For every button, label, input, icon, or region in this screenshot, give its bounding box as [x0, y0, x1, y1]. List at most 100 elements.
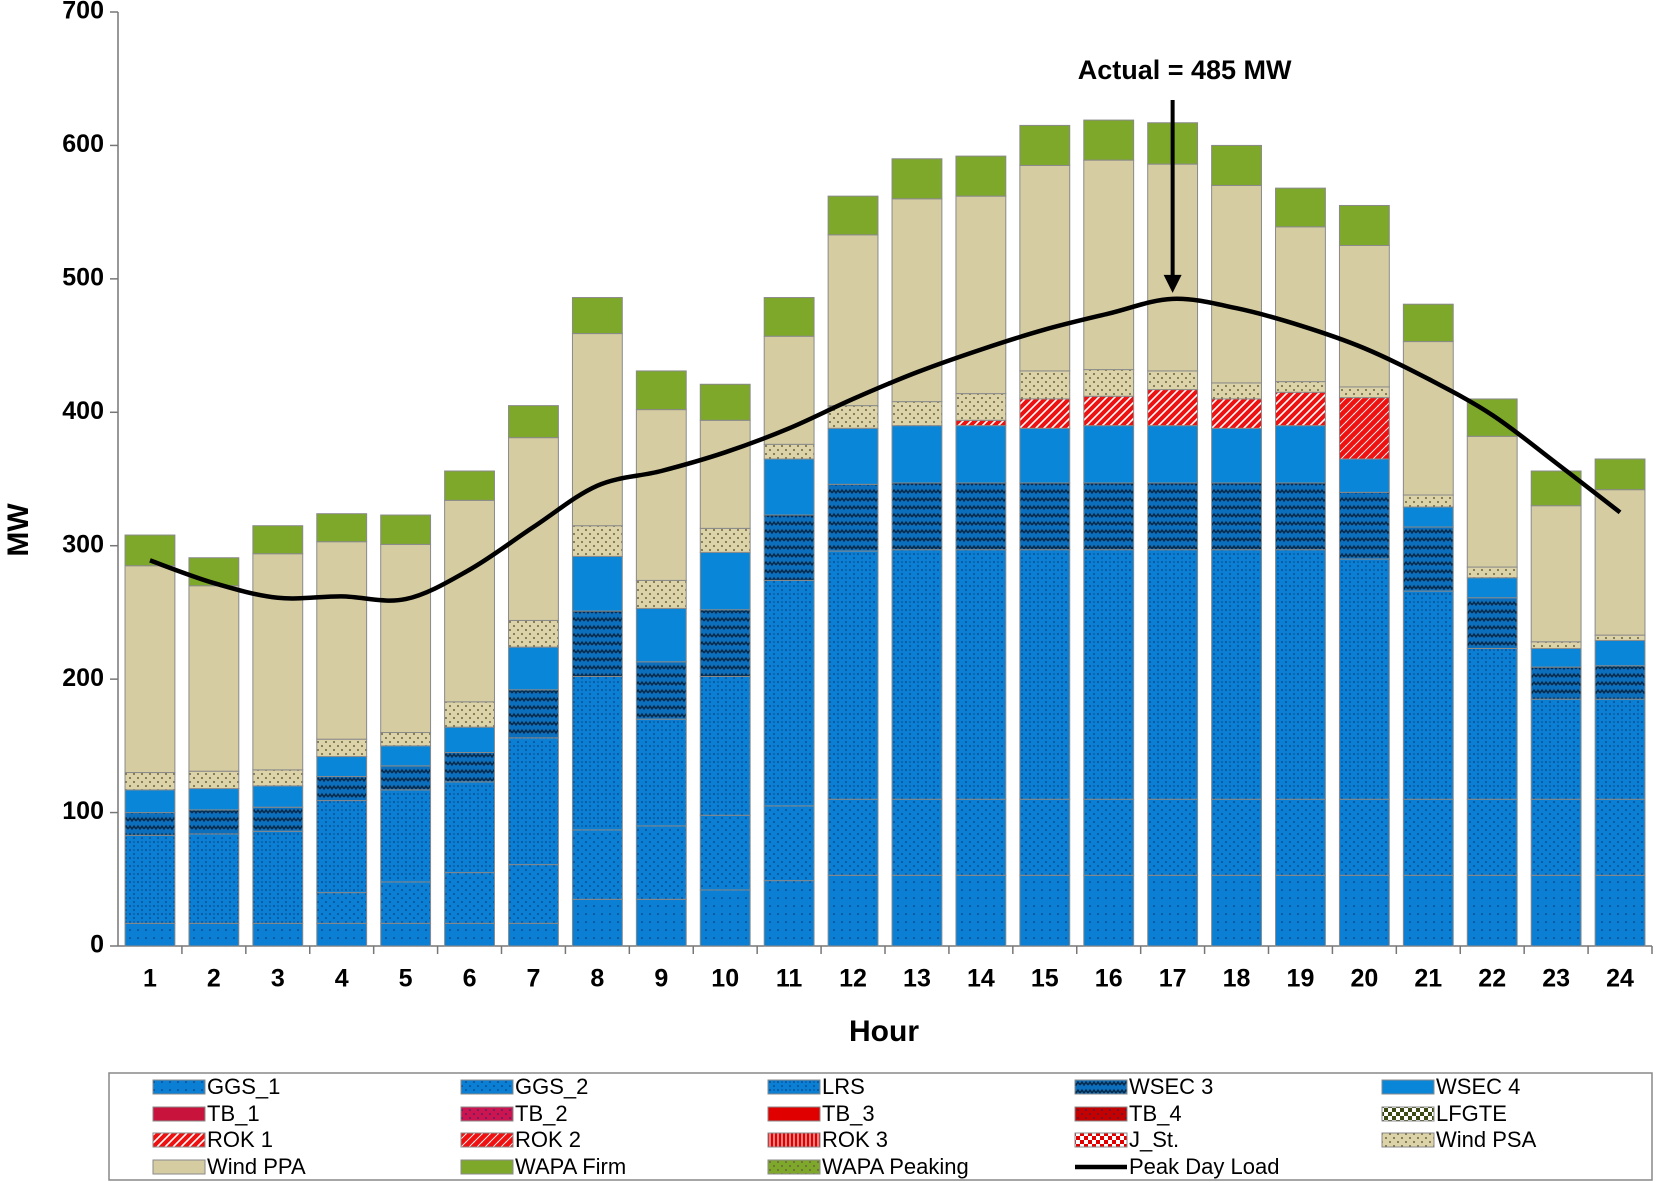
x-tick-label: 23 [1542, 965, 1570, 993]
bar-segment [763, 443, 815, 460]
bar-segment [1466, 577, 1518, 599]
bar-segment [1594, 639, 1646, 667]
bar-segment [763, 579, 815, 807]
legend-swatch [152, 1079, 206, 1095]
bar-segment [188, 788, 240, 811]
bar-segment [1147, 425, 1199, 484]
bar-segment [827, 483, 879, 552]
bar-segment [1594, 798, 1646, 876]
bar-segment [827, 427, 879, 485]
legend-swatch [460, 1132, 514, 1148]
legend-swatch [1381, 1132, 1435, 1148]
x-tick-label: 2 [207, 965, 221, 993]
bar-segment [955, 155, 1007, 197]
bar-segment [1275, 482, 1326, 551]
bar-segment [316, 800, 368, 894]
annotation: Actual = 485 MW [1078, 55, 1292, 85]
bar-segment [955, 482, 1007, 551]
x-tick-label: 8 [590, 965, 604, 993]
bar-segment [635, 661, 687, 720]
bar-segment [571, 525, 623, 557]
bar-segment [1530, 505, 1582, 643]
bar-segment [188, 922, 240, 947]
bar-segment [699, 527, 751, 553]
bar-segment [1594, 874, 1646, 947]
bar-segment [1083, 395, 1135, 427]
x-tick-label: 9 [654, 965, 668, 993]
legend-label: ROK 2 [515, 1127, 581, 1152]
bar-segment [1338, 458, 1390, 493]
bar-segment [891, 425, 943, 484]
bar-segment [571, 829, 623, 900]
legend-label: WSEC 3 [1129, 1074, 1213, 1099]
bar-segment [316, 541, 368, 740]
legend-label: TB_1 [207, 1101, 260, 1126]
bar-segment [955, 874, 1007, 947]
bar-segment [1275, 381, 1326, 393]
bar-segment [508, 619, 559, 648]
bar-segment [827, 195, 879, 236]
legend-swatch [767, 1106, 821, 1122]
legend-label: GGS_2 [515, 1074, 588, 1099]
bar-segment [1402, 494, 1454, 508]
bar-segment [1466, 798, 1518, 876]
bar-segment [1402, 874, 1454, 947]
bar-segment [571, 675, 623, 831]
bar-segment [1147, 798, 1199, 876]
bar-segment [1466, 647, 1518, 800]
legend-label: WAPA Peaking [822, 1154, 969, 1179]
legend-label: Peak Day Load [1129, 1154, 1279, 1179]
load-line [149, 296, 1622, 603]
bar-segment [1083, 549, 1135, 800]
bar-segment [635, 607, 687, 663]
x-tick-label: 21 [1414, 965, 1442, 993]
bar-segment [188, 809, 240, 835]
bar-segment [316, 738, 368, 758]
bar-segment [1338, 558, 1390, 800]
bar-segment [699, 675, 751, 816]
bar-segment [508, 646, 559, 691]
bar-segment [1338, 245, 1390, 388]
bar-segment [699, 889, 751, 947]
y-tick-label: 700 [62, 0, 104, 25]
legend-label: J_St. [1129, 1127, 1179, 1152]
legend-label: ROK 3 [822, 1127, 888, 1152]
bar-segment [1147, 482, 1199, 551]
bar-segment [1211, 874, 1262, 947]
x-tick-label: 16 [1095, 965, 1123, 993]
bar-segment [763, 880, 815, 947]
bar-segment [1275, 425, 1326, 484]
bar-segment [635, 409, 687, 581]
bar-segment [444, 922, 495, 947]
x-tick-label: 10 [711, 965, 739, 993]
bar-segment [508, 689, 559, 739]
bar-segment [444, 701, 495, 728]
bar-segment [1211, 184, 1262, 384]
bar-segment [252, 785, 304, 808]
x-tick-label: 24 [1606, 965, 1634, 993]
bar-segment [1402, 341, 1454, 496]
x-tick-label: 13 [903, 965, 931, 993]
x-tick-label: 14 [967, 965, 995, 993]
bar-segment [124, 812, 176, 836]
bar-segment [1147, 549, 1199, 800]
legend-swatch [460, 1159, 514, 1175]
x-tick-label: 20 [1350, 965, 1378, 993]
x-tick-label: 1 [143, 965, 157, 993]
bar-segment [1275, 391, 1326, 427]
bar-segment [444, 781, 495, 874]
bar-segment [1338, 204, 1390, 247]
bar-segment [763, 805, 815, 882]
x-tick-label: 18 [1223, 965, 1251, 993]
bar-segment [508, 737, 559, 866]
bar-segment [635, 825, 687, 900]
bar-segment [316, 756, 368, 778]
legend-swatch [767, 1079, 821, 1095]
y-tick-label: 0 [90, 931, 104, 959]
bar-segment [1019, 124, 1071, 166]
bar-segment [1530, 874, 1582, 947]
bar-segment [891, 482, 943, 551]
bar-segment [1211, 427, 1262, 484]
bar-segment [635, 718, 687, 827]
